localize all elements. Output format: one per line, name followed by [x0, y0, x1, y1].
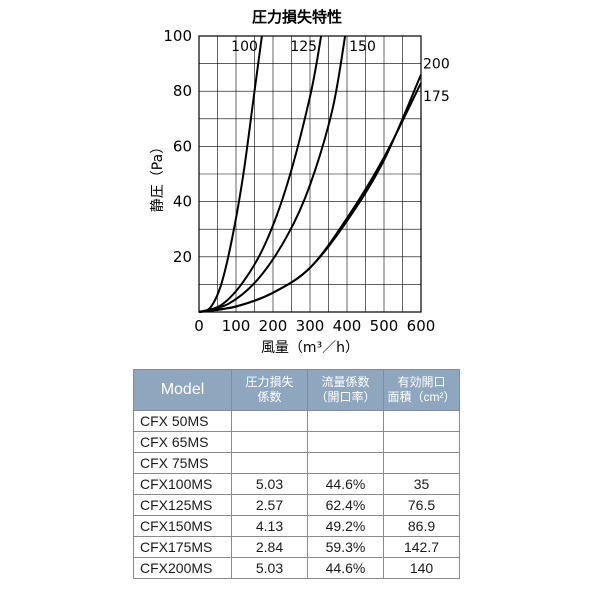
cell-flow: 44.6%	[307, 557, 384, 579]
chart-grid	[199, 36, 421, 312]
table-row: CFX 75MS	[133, 452, 460, 474]
cell-model: CFX 50MS	[133, 410, 232, 432]
header-loss-line1: 圧力損失	[245, 375, 294, 389]
curve-100	[198, 35, 263, 313]
x-tick-label: 100	[222, 317, 251, 335]
table-row: CFX 50MS	[133, 410, 460, 432]
y-tick-label: 80	[173, 82, 192, 100]
header-flow-line2: （開口率）	[315, 390, 376, 404]
x-tick-labels: 0 100 200 300 400 500 600	[194, 317, 435, 335]
cell-loss: 2.57	[231, 494, 308, 516]
cell-loss	[231, 431, 308, 453]
cell-area: 35	[383, 473, 460, 495]
table-row: CFX 65MS	[133, 431, 460, 453]
cell-area	[383, 410, 460, 432]
y-tick-label: 20	[173, 248, 192, 266]
curve-label-175: 175	[423, 89, 450, 105]
plot-frame	[198, 35, 422, 313]
cell-flow: 44.6%	[307, 473, 384, 495]
cell-flow: 62.4%	[307, 494, 384, 516]
x-tick-label: 300	[296, 317, 325, 335]
table-row: CFX175MS 2.84 59.3% 142.7	[133, 536, 460, 558]
y-tick-label: 60	[173, 137, 192, 155]
header-model: Model	[133, 369, 232, 411]
cell-loss	[231, 452, 308, 474]
curve-label-100: 100	[231, 39, 258, 55]
x-tick-label: 600	[407, 317, 436, 335]
header-flow-line1: 流量係数	[321, 375, 370, 389]
curve-labels: 100 125 150 175 200	[231, 39, 450, 105]
cell-model: CFX 65MS	[133, 431, 232, 453]
x-axis-label: 風量（m³／h）	[261, 340, 359, 356]
cell-flow	[307, 431, 384, 453]
cell-model: CFX100MS	[133, 473, 232, 495]
y-tick-label: 40	[173, 193, 192, 211]
curve-150	[198, 35, 347, 313]
table-row: CFX200MS 5.03 44.6% 140	[133, 557, 460, 579]
cell-flow: 59.3%	[307, 536, 384, 558]
cell-model: CFX200MS	[133, 557, 232, 579]
cell-loss: 2.84	[231, 536, 308, 558]
header-loss-coefficient: 圧力損失 係数	[231, 369, 308, 411]
cell-model: CFX125MS	[133, 494, 232, 516]
cell-loss	[231, 410, 308, 432]
pressure-loss-chart: 圧力損失特性 0 100 200 300 400 500 600 20 40 60 80 100 1…	[150, 8, 450, 356]
y-tick-labels: 20 40 60 80 100	[163, 27, 192, 266]
cell-loss: 5.03	[231, 557, 308, 579]
curve-125	[198, 35, 323, 313]
cell-model: CFX 75MS	[133, 452, 232, 474]
header-area-line1: 有効開口	[397, 375, 446, 389]
x-tick-label: 500	[370, 317, 399, 335]
cell-flow: 49.2%	[307, 515, 384, 537]
y-axis-label: 静圧（Pa）	[150, 140, 166, 212]
x-tick-label: 400	[333, 317, 362, 335]
header-loss-line2: 係数	[257, 390, 282, 404]
cell-area: 76.5	[383, 494, 460, 516]
cell-area	[383, 431, 460, 453]
cell-flow	[307, 410, 384, 432]
curves	[198, 35, 422, 313]
curve-label-125: 125	[290, 39, 317, 55]
header-area-line2: 面積（cm²）	[387, 390, 456, 404]
header-flow-coefficient: 流量係数 （開口率）	[307, 369, 384, 411]
x-tick-label: 200	[259, 317, 288, 335]
table-header-row: Model 圧力損失 係数 流量係数 （開口率） 有効開口 面積（cm²）	[133, 369, 460, 411]
x-tick-label: 0	[194, 317, 204, 335]
cell-loss: 4.13	[231, 515, 308, 537]
cell-model: CFX150MS	[133, 515, 232, 537]
table-row: CFX150MS 4.13 49.2% 86.9	[133, 515, 460, 537]
cell-model: CFX175MS	[133, 536, 232, 558]
cell-area	[383, 452, 460, 474]
cell-area: 140	[383, 557, 460, 579]
table-row: CFX125MS 2.57 62.4% 76.5	[133, 494, 460, 516]
curve-label-150: 150	[349, 39, 376, 55]
chart-title: 圧力損失特性	[252, 8, 342, 26]
cell-area: 142.7	[383, 536, 460, 558]
cell-loss: 5.03	[231, 473, 308, 495]
cell-flow	[307, 452, 384, 474]
curve-200	[198, 74, 422, 313]
header-open-area: 有効開口 面積（cm²）	[383, 369, 460, 411]
y-tick-label: 100	[163, 27, 192, 45]
curve-label-200: 200	[423, 57, 450, 73]
cell-area: 86.9	[383, 515, 460, 537]
table-row: CFX100MS 5.03 44.6% 35	[133, 473, 460, 495]
spec-table: Model 圧力損失 係数 流量係数 （開口率） 有効開口 面積（cm²） CF…	[133, 369, 460, 579]
